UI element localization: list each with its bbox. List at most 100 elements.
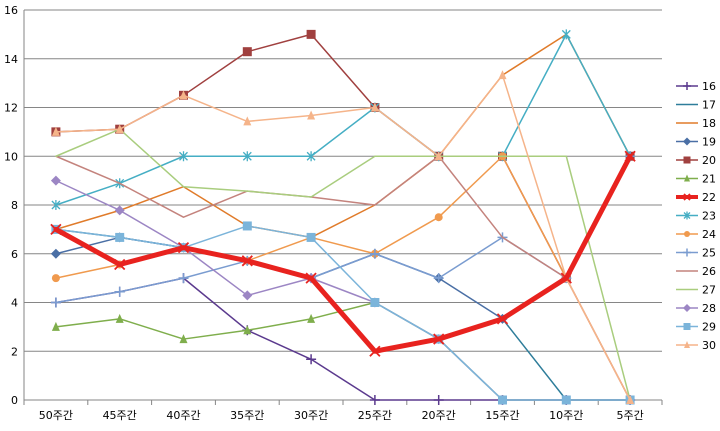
legend-item-21: 21 xyxy=(676,173,716,186)
series-line-23 xyxy=(55,33,631,206)
legend-label: 19 xyxy=(702,136,716,149)
series-lines xyxy=(50,29,636,405)
legend: 16 17 18 19 20 21 22 23 24 25 26 27 28 29 30 xyxy=(676,80,716,352)
data-point xyxy=(370,298,380,307)
legend-label: 25 xyxy=(702,247,716,260)
data-point xyxy=(306,29,316,39)
x-tick-label: 50주간 xyxy=(39,409,73,422)
data-point xyxy=(684,231,690,237)
y-tick-label: 6 xyxy=(11,248,18,261)
data-point xyxy=(684,174,690,182)
data-point xyxy=(498,70,507,80)
data-point xyxy=(369,395,380,405)
data-point xyxy=(560,272,572,284)
legend-item-26: 26 xyxy=(676,265,716,278)
data-point xyxy=(115,313,124,323)
legend-item-28: 28 xyxy=(676,302,716,315)
legend-label: 23 xyxy=(702,210,716,223)
legend-item-20: 20 xyxy=(676,154,716,167)
data-point xyxy=(683,82,691,90)
data-point xyxy=(51,274,60,283)
data-point xyxy=(498,395,507,405)
legend-item-22: 22 xyxy=(676,191,716,204)
series-line-26 xyxy=(55,155,631,401)
data-point xyxy=(179,90,188,100)
data-point xyxy=(683,248,691,257)
data-point xyxy=(179,334,188,344)
y-tick-label: 2 xyxy=(11,345,18,358)
legend-item-23: 23 xyxy=(676,210,716,223)
legend-label: 17 xyxy=(702,99,716,112)
data-point xyxy=(624,150,636,162)
data-point xyxy=(307,313,316,323)
y-tick-label: 12 xyxy=(4,102,18,115)
x-tick-label: 25주간 xyxy=(358,409,392,422)
data-point xyxy=(115,124,124,134)
legend-item-18: 18 xyxy=(676,117,716,130)
data-point xyxy=(114,205,125,216)
legend-label: 30 xyxy=(702,339,716,352)
data-point xyxy=(684,341,690,348)
legend-label: 26 xyxy=(702,265,716,278)
legend-label: 27 xyxy=(702,284,716,297)
legend-label: 18 xyxy=(702,117,716,130)
data-point xyxy=(496,313,509,325)
data-point xyxy=(51,126,60,136)
data-point xyxy=(242,47,252,57)
data-point xyxy=(306,232,316,242)
data-point xyxy=(179,151,188,162)
data-point xyxy=(369,248,380,259)
legend-label: 16 xyxy=(702,80,716,93)
x-tick-label: 10주간 xyxy=(549,409,583,422)
data-point xyxy=(243,116,252,126)
x-tick-label: 30주간 xyxy=(294,409,328,422)
data-point xyxy=(433,395,444,405)
series-24 xyxy=(51,152,635,404)
legend-item-19: 19 xyxy=(676,136,716,149)
data-point xyxy=(683,304,691,312)
legend-item-25: 25 xyxy=(676,247,716,260)
gridlines xyxy=(24,9,662,401)
legend-label: 20 xyxy=(702,154,716,167)
y-tick-label: 8 xyxy=(11,199,18,212)
legend-label: 21 xyxy=(702,173,716,186)
x-tick-label: 20주간 xyxy=(422,409,456,422)
data-point xyxy=(242,290,253,301)
series-line-16 xyxy=(55,277,631,401)
data-point xyxy=(114,258,126,271)
legend-item-29: 29 xyxy=(676,321,716,334)
series-30 xyxy=(51,70,635,404)
series-line-27 xyxy=(55,128,631,401)
series-22 xyxy=(50,150,636,357)
y-tick-label: 14 xyxy=(4,53,18,66)
data-point xyxy=(50,248,61,259)
data-point xyxy=(561,395,571,405)
data-point xyxy=(178,273,189,284)
legend-label: 29 xyxy=(702,321,716,334)
data-point xyxy=(683,323,691,330)
x-tick-label: 40주간 xyxy=(166,409,200,422)
data-point xyxy=(51,321,60,331)
x-tick-label: 15주간 xyxy=(485,409,519,422)
x-tick-label: 35주간 xyxy=(230,409,264,422)
data-point xyxy=(626,395,635,404)
data-point xyxy=(433,333,445,345)
data-point xyxy=(241,255,253,267)
series-line-30 xyxy=(55,74,631,401)
data-point xyxy=(50,223,62,236)
series-line-inner-22 xyxy=(55,155,632,353)
y-tick-label: 16 xyxy=(4,4,18,17)
legend-item-17: 17 xyxy=(676,99,716,112)
data-point xyxy=(50,297,61,308)
y-tick-label: 4 xyxy=(11,297,18,310)
x-tick-label: 5주간 xyxy=(616,409,643,422)
data-point xyxy=(51,200,61,210)
data-point xyxy=(434,151,443,161)
y-tick-label: 0 xyxy=(11,394,18,407)
series-line-18 xyxy=(55,33,631,239)
data-point xyxy=(433,273,444,284)
data-point xyxy=(306,151,316,162)
series-line-25 xyxy=(55,155,631,304)
